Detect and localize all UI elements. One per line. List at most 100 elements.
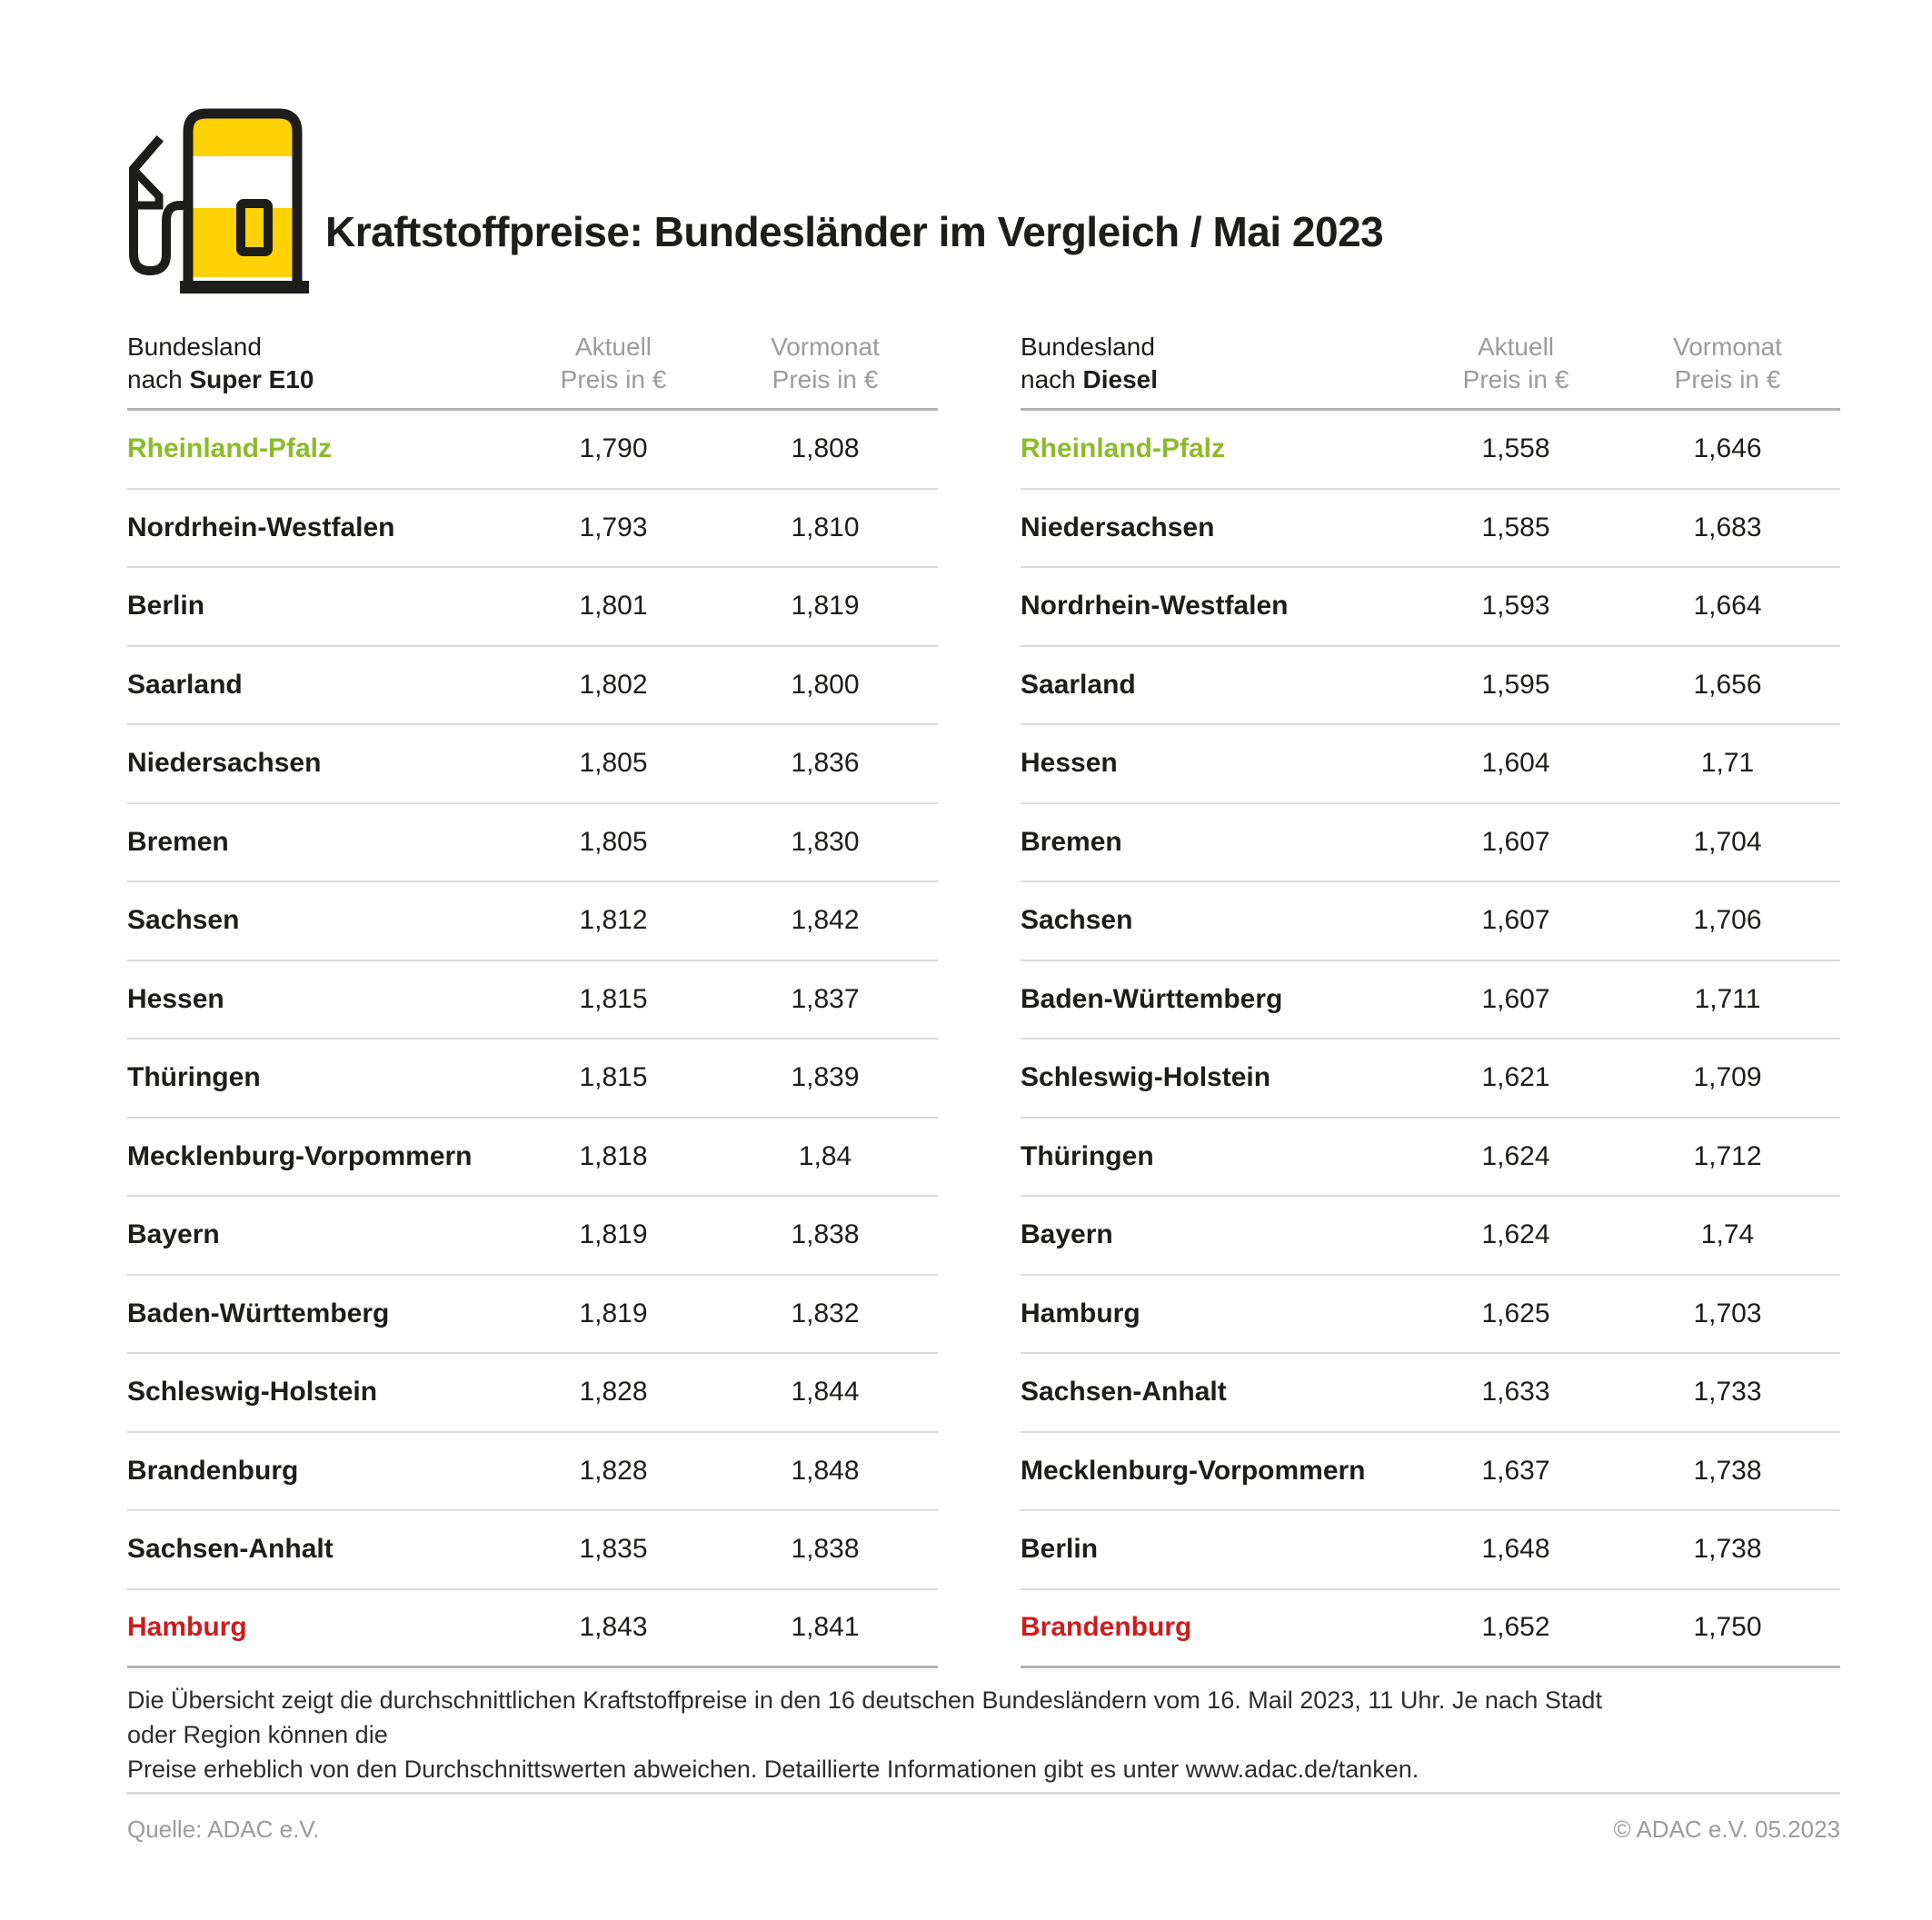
price-vormonat: 1,838	[791, 1534, 860, 1565]
fuel-pump-icon	[129, 108, 309, 293]
state-name: Rheinland-Pfalz	[1021, 433, 1226, 464]
price-aktuell: 1,625	[1481, 1298, 1550, 1328]
table-body-super-e10: Rheinland-Pfalz 1,790 1,808 Nordrhein-We…	[127, 411, 938, 1668]
price-aktuell: 1,815	[579, 1062, 648, 1093]
price-vormonat: 1,646	[1693, 433, 1762, 464]
price-aktuell: 1,801	[579, 591, 648, 622]
state-name: Baden-Württemberg	[127, 1298, 390, 1328]
state-name: Schleswig-Holstein	[1021, 1062, 1271, 1093]
state-name: Sachsen	[127, 905, 240, 936]
price-aktuell: 1,595	[1481, 669, 1550, 700]
price-vormonat: 1,709	[1693, 1062, 1762, 1093]
table-row: Mecklenburg-Vorpommern 1,637 1,738	[1021, 1433, 1840, 1511]
price-vormonat: 1,838	[791, 1219, 860, 1250]
state-name: Nordrhein-Westfalen	[1021, 591, 1289, 622]
price-vormonat: 1,836	[791, 748, 860, 779]
price-vormonat: 1,683	[1693, 512, 1762, 542]
price-aktuell: 1,819	[579, 1219, 648, 1250]
price-aktuell: 1,633	[1481, 1377, 1550, 1408]
table-row: Brandenburg 1,828 1,848	[127, 1433, 938, 1511]
footnote-line-2: Preise erheblich von den Durchschnittswe…	[127, 1756, 1419, 1783]
price-aktuell: 1,648	[1481, 1534, 1550, 1565]
price-aktuell: 1,604	[1481, 748, 1550, 779]
state-name: Berlin	[127, 591, 205, 622]
table-header-super-e10: Bundesland nach Super E10 Aktuell Preis …	[127, 325, 938, 411]
footnote-line-1: Die Übersicht zeigt die durchschnittlich…	[127, 1686, 1602, 1748]
price-aktuell: 1,812	[579, 905, 648, 936]
table-row: Bayern 1,819 1,838	[127, 1197, 938, 1276]
table-row: Nordrhein-Westfalen 1,793 1,810	[127, 490, 938, 568]
price-aktuell: 1,607	[1481, 826, 1550, 857]
price-aktuell: 1,607	[1481, 905, 1550, 936]
column-header-bundesland: Bundesland nach Diesel	[1021, 333, 1159, 393]
state-name: Saarland	[1021, 669, 1136, 700]
page-title: Kraftstoffpreise: Bundesländer im Vergle…	[325, 208, 1384, 255]
table-row: Hamburg 1,843 1,841	[127, 1590, 938, 1668]
price-aktuell: 1,828	[579, 1377, 648, 1408]
table-row: Sachsen-Anhalt 1,633 1,733	[1021, 1354, 1840, 1433]
state-name: Niedersachsen	[127, 748, 322, 779]
table-row: Niedersachsen 1,585 1,683	[1021, 490, 1840, 568]
price-vormonat: 1,837	[791, 983, 860, 1014]
table-row: Rheinland-Pfalz 1,558 1,646	[1021, 411, 1840, 490]
price-vormonat: 1,839	[791, 1062, 860, 1093]
state-name: Sachsen-Anhalt	[127, 1534, 334, 1565]
state-name: Nordrhein-Westfalen	[127, 512, 395, 542]
source-label: Quelle: ADAC e.V.	[127, 1816, 320, 1843]
footer-divider	[127, 1792, 1840, 1795]
state-name: Schleswig-Holstein	[127, 1377, 378, 1408]
state-name: Hamburg	[1021, 1298, 1140, 1328]
price-aktuell: 1,790	[579, 433, 648, 464]
price-vormonat: 1,842	[791, 905, 860, 936]
state-name: Saarland	[127, 669, 243, 700]
state-name: Niedersachsen	[1021, 512, 1215, 542]
table-body-diesel: Rheinland-Pfalz 1,558 1,646 Niedersachse…	[1021, 411, 1840, 1668]
price-vormonat: 1,664	[1693, 591, 1762, 622]
state-name: Thüringen	[1021, 1140, 1154, 1171]
state-name: Bayern	[1021, 1219, 1113, 1250]
price-aktuell: 1,637	[1481, 1455, 1550, 1486]
table-row: Schleswig-Holstein 1,828 1,844	[127, 1354, 938, 1433]
price-aktuell: 1,793	[579, 512, 648, 542]
column-header-aktuell: Aktuell Preis in €	[560, 333, 667, 393]
price-vormonat: 1,810	[791, 512, 860, 542]
state-name: Bayern	[127, 1219, 220, 1250]
table-row: Hessen 1,604 1,71	[1021, 725, 1840, 804]
price-vormonat: 1,841	[791, 1612, 860, 1643]
price-vormonat: 1,808	[791, 433, 860, 464]
table-super-e10: Bundesland nach Super E10 Aktuell Preis …	[127, 325, 938, 1668]
state-name: Hessen	[127, 983, 224, 1014]
price-vormonat: 1,84	[798, 1140, 852, 1171]
price-vormonat: 1,733	[1693, 1377, 1762, 1408]
table-row: Berlin 1,648 1,738	[1021, 1511, 1840, 1590]
price-vormonat: 1,712	[1693, 1140, 1762, 1171]
table-row: Saarland 1,802 1,800	[127, 647, 938, 725]
price-vormonat: 1,738	[1693, 1455, 1762, 1486]
table-row: Saarland 1,595 1,656	[1021, 647, 1840, 725]
price-vormonat: 1,711	[1694, 983, 1761, 1014]
price-vormonat: 1,71	[1700, 748, 1755, 779]
price-aktuell: 1,624	[1481, 1140, 1550, 1171]
table-row: Hamburg 1,625 1,703	[1021, 1276, 1840, 1354]
price-vormonat: 1,704	[1693, 826, 1762, 857]
column-header-vormonat: Vormonat Preis in €	[771, 333, 880, 393]
price-vormonat: 1,738	[1693, 1534, 1762, 1565]
table-row: Baden-Württemberg 1,819 1,832	[127, 1276, 938, 1354]
fuel-type-label: Super E10	[189, 365, 314, 393]
table-row: Baden-Württemberg 1,607 1,711	[1021, 961, 1840, 1040]
state-name: Berlin	[1021, 1534, 1099, 1565]
column-header-aktuell: Aktuell Preis in €	[1462, 333, 1569, 393]
table-row: Hessen 1,815 1,837	[127, 961, 938, 1040]
price-aktuell: 1,835	[579, 1534, 648, 1565]
state-name: Brandenburg	[1021, 1612, 1192, 1643]
price-aktuell: 1,815	[579, 983, 648, 1014]
state-name: Bremen	[1021, 826, 1122, 857]
table-row: Thüringen 1,624 1,712	[1021, 1119, 1840, 1197]
price-vormonat: 1,656	[1693, 669, 1762, 700]
price-aktuell: 1,585	[1481, 512, 1550, 542]
price-vormonat: 1,706	[1693, 905, 1762, 936]
state-name: Mecklenburg-Vorpommern	[127, 1140, 473, 1171]
table-row: Schleswig-Holstein 1,621 1,709	[1021, 1040, 1840, 1119]
fuel-type-label: Diesel	[1082, 365, 1159, 393]
